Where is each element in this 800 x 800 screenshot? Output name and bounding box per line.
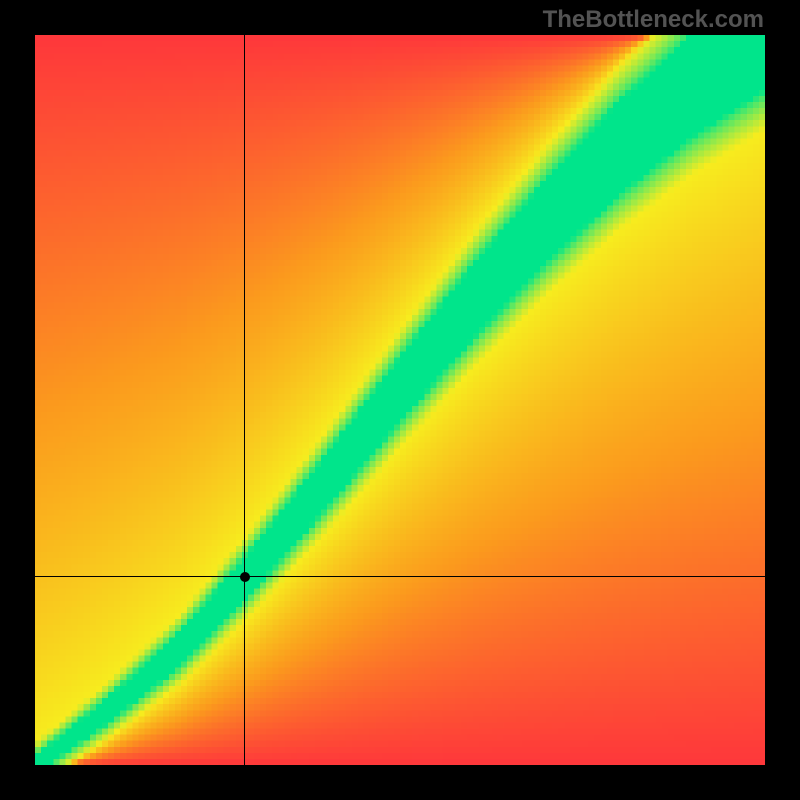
selected-point bbox=[240, 572, 250, 582]
chart-container: TheBottleneck.com bbox=[0, 0, 800, 800]
watermark-text: TheBottleneck.com bbox=[543, 6, 764, 34]
bottleneck-heatmap bbox=[35, 35, 765, 765]
crosshair-horizontal bbox=[35, 576, 765, 577]
crosshair-vertical bbox=[244, 35, 245, 765]
